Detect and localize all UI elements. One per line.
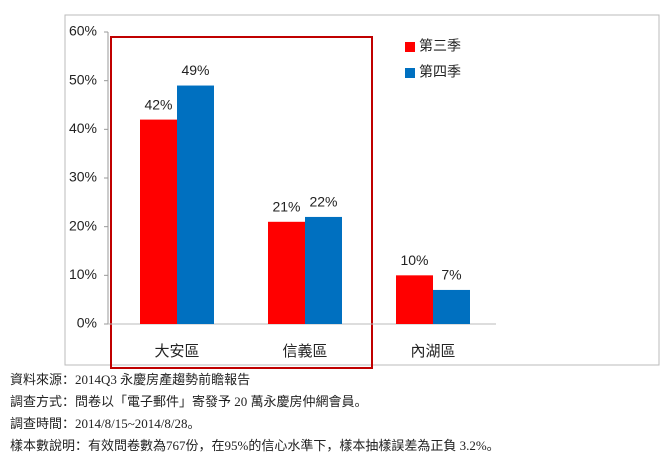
legend-swatch <box>405 68 415 78</box>
y-tick-label: 40% <box>69 120 97 136</box>
legend-label: 第三季 <box>419 38 461 54</box>
bar <box>268 221 305 324</box>
value-label: 22% <box>309 194 337 210</box>
y-tick-label: 30% <box>69 169 97 185</box>
value-label: 49% <box>181 62 209 78</box>
annotation: 調查時間：2014/8/15~2014/8/28。 <box>10 416 200 431</box>
legend-swatch <box>405 42 415 52</box>
x-tick-label: 內湖區 <box>410 343 455 360</box>
y-tick-label: 50% <box>69 71 97 87</box>
y-tick-label: 60% <box>69 23 97 39</box>
value-label: 10% <box>400 252 428 268</box>
x-tick-label: 信義區 <box>282 343 327 360</box>
bar <box>140 119 177 324</box>
bar <box>396 275 433 324</box>
highlight-box <box>110 36 373 369</box>
value-label: 7% <box>441 267 461 283</box>
y-tick-label: 0% <box>77 315 97 331</box>
bar <box>433 289 470 324</box>
bar <box>305 216 342 324</box>
y-tick-label: 10% <box>69 266 97 282</box>
bar <box>177 85 214 325</box>
annotation: 樣本數說明：有效問卷數為767份，在95%的信心水準下，樣本抽樣誤差為正負 3.… <box>10 438 500 453</box>
value-label: 21% <box>272 199 300 215</box>
value-label: 42% <box>144 96 172 112</box>
annotation: 資料來源：2014Q3 永慶房產趨勢前瞻報告 <box>10 372 250 387</box>
y-tick-label: 20% <box>69 217 97 233</box>
x-tick-label: 大安區 <box>154 343 199 360</box>
legend-label: 第四季 <box>419 64 461 80</box>
annotation: 調查方式：問卷以「電子郵件」寄發予 20 萬永慶房仲網會員。 <box>10 394 368 409</box>
